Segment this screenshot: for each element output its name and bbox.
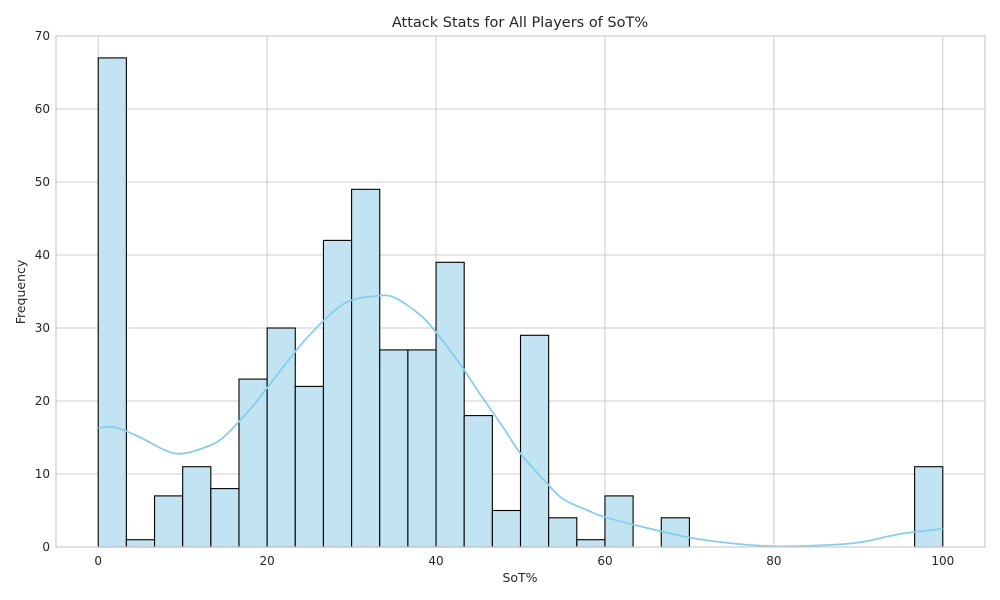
histogram-bar [322,239,353,548]
y-axis-label: Frequency [13,259,28,324]
y-tick-label: 60 [35,102,50,116]
x-tick-label: 80 [766,554,781,568]
y-tick-labels: 0 10 20 30 40 50 60 70 [35,29,50,554]
histogram-bar [153,495,184,548]
histogram-bars [97,57,944,548]
x-tick-label: 20 [259,554,274,568]
y-tick-label: 0 [42,540,50,554]
chart-title: Attack Stats for All Players of SoT% [392,15,648,31]
histogram-bar [914,466,944,548]
histogram-bar [379,349,409,548]
x-tick-label: 0 [94,554,102,568]
x-tick-label: 40 [428,554,443,568]
histogram-bar [407,349,437,548]
x-axis-label: SoT% [502,570,537,585]
x-tick-label: 60 [597,554,612,568]
histogram-bar [463,415,493,548]
histogram-bar [548,517,578,548]
kde-curve-group [98,294,943,548]
histogram-bar [182,466,212,548]
histogram-bar [266,327,296,548]
histogram-bar [491,509,522,548]
histogram-bar [435,261,465,548]
plot-frame [55,35,986,548]
x-tick-labels: 0 20 40 60 80 100 [94,554,954,568]
kde-curve [98,294,943,548]
y-tick-label: 40 [35,248,50,262]
histogram-bar [210,488,240,548]
y-tick-label: 50 [35,175,50,189]
y-tick-label: 70 [35,29,50,43]
x-tick-label: 100 [931,554,954,568]
y-tick-label: 20 [35,394,50,408]
histogram-bar [294,385,324,548]
histogram-bar [351,188,381,548]
histogram-bar [125,539,156,548]
y-tick-label: 10 [35,467,50,481]
histogram-bar [97,57,127,548]
histogram-bar [576,539,606,548]
histogram-bar [238,378,268,548]
y-tick-label: 30 [35,321,50,335]
histogram-bar [519,334,550,548]
